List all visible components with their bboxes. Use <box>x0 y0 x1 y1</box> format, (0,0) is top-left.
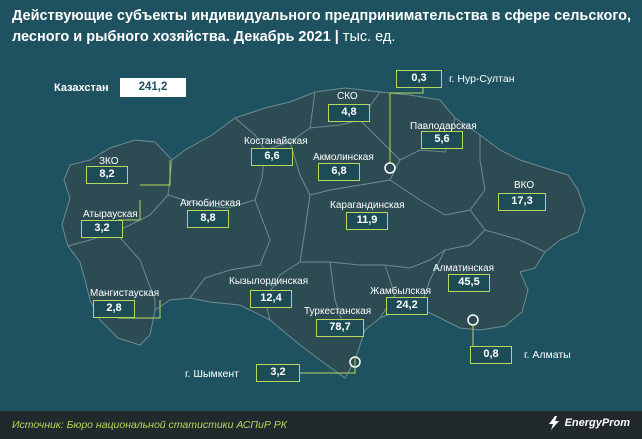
unit-label: тыс. ед. <box>342 29 396 45</box>
region-label-karaganda: Карагандинская <box>330 200 405 211</box>
region-label-akmola: Акмолинская <box>313 152 374 163</box>
region-borders <box>67 91 546 331</box>
region-label-turkestan: Туркестанская <box>304 306 372 317</box>
page-title: Действующие субъекты индивидуального пре… <box>12 6 632 48</box>
title-text: Действующие субъекты индивидуального пре… <box>12 8 632 45</box>
lightning-logo-icon <box>548 416 559 430</box>
region-label-almaty-reg: Алматинская <box>433 263 494 274</box>
region-value-pavlodar: 5,6 <box>421 131 463 149</box>
almaty-city-marker <box>467 314 479 326</box>
region-label-zhambyl: Жамбылская <box>370 286 431 297</box>
region-value-kostanay: 6,6 <box>251 148 293 166</box>
region-label-sko: СКО <box>337 91 358 102</box>
region-value-zko: 8,2 <box>86 166 128 184</box>
region-label-pavlodar: Павлодарская <box>410 121 477 132</box>
total-label: Казахстан <box>54 82 109 94</box>
title-separator: | <box>334 29 339 45</box>
region-label-atyrau: Атырауская <box>83 209 138 220</box>
region-value-kyzylorda: 12,4 <box>250 290 292 308</box>
region-value-sko: 4,8 <box>328 104 370 122</box>
region-value-akmola: 6,8 <box>318 163 360 181</box>
country-outline <box>61 87 586 379</box>
region-label-kostanay: Костанайская <box>244 136 308 147</box>
logo: EnergyProm <box>547 416 630 430</box>
region-value-karaganda: 11,9 <box>346 212 388 230</box>
region-label-nur-sultan: г. Нур-Султан <box>449 73 515 85</box>
region-value-atyrau: 3,2 <box>81 220 123 238</box>
region-label-shymkent: г. Шымкент <box>185 368 239 380</box>
region-value-zhambyl: 24,2 <box>386 297 428 315</box>
region-value-almaty-reg: 45,5 <box>448 274 490 292</box>
region-label-aktobe: Актюбинская <box>180 198 241 209</box>
logo-text: EnergyProm <box>564 417 630 429</box>
total-value: 241,2 <box>120 78 186 97</box>
region-label-mangistau: Мангистауская <box>90 288 160 299</box>
region-label-kyzylorda: Кызылординская <box>229 276 309 287</box>
region-value-mangistau: 2,8 <box>93 300 135 318</box>
region-label-vko: ВКО <box>514 180 535 191</box>
region-value-turkestan: 78,7 <box>316 319 364 337</box>
region-value-nur-sultan: 0,3 <box>396 70 442 88</box>
region-value-aktobe: 8,8 <box>187 210 229 228</box>
source-text: Источник: Бюро национальной статистики А… <box>12 419 287 431</box>
region-value-shymkent: 3,2 <box>256 364 300 382</box>
region-label-almaty-city: г. Алматы <box>524 349 571 361</box>
region-value-almaty-city: 0,8 <box>470 346 512 364</box>
region-label-zko: ЗКО <box>99 156 119 167</box>
footer: Источник: Бюро национальной статистики А… <box>0 411 642 439</box>
region-value-vko: 17,3 <box>498 193 546 211</box>
nur-sultan-marker <box>384 162 396 174</box>
